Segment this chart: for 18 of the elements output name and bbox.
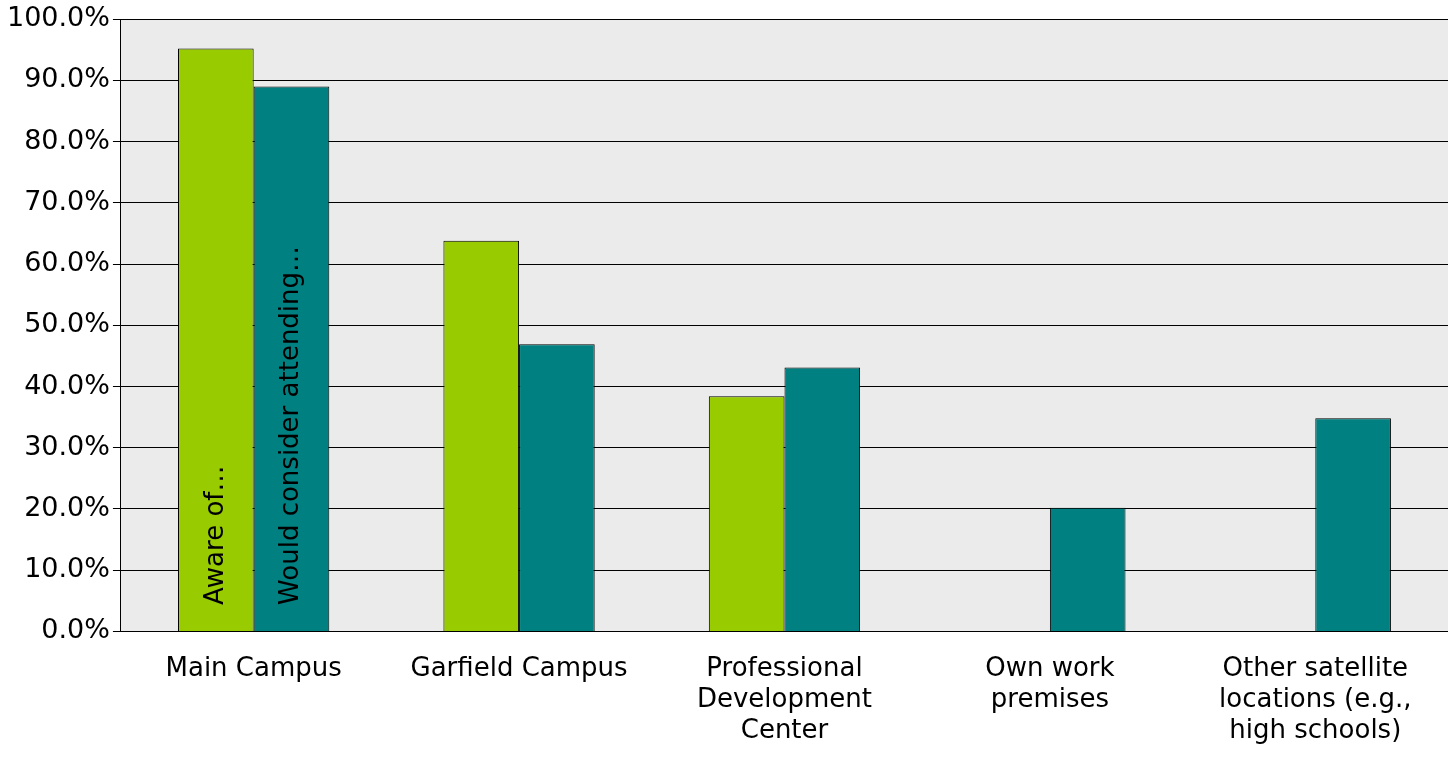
y-tick-label: 50.0% [24, 307, 110, 339]
y-tick-label: 20.0% [24, 490, 110, 522]
series-label: Would consider attending… [274, 245, 305, 605]
y-tick-label: 10.0% [24, 552, 110, 584]
y-tick-label: 30.0% [24, 429, 110, 461]
y-tick-label: 0.0% [41, 613, 110, 645]
y-tick-label: 100.0% [7, 1, 110, 33]
x-tick-label: Other satellite locations (e.g., high schools) [1219, 651, 1412, 745]
y-tick-label: 60.0% [24, 246, 110, 278]
x-tick-label: Main Campus [165, 651, 342, 682]
x-tick-label: Professional Development Center [696, 651, 872, 745]
y-tick-label: 70.0% [24, 184, 110, 216]
x-tick-label: Garfield Campus [410, 651, 628, 682]
series-label: Aware of… [198, 465, 229, 605]
y-tick-label: 40.0% [24, 368, 110, 400]
y-tick-label: 90.0% [24, 62, 110, 94]
y-tick-label: 80.0% [24, 123, 110, 155]
x-tick-label: Own work premises [985, 651, 1115, 713]
